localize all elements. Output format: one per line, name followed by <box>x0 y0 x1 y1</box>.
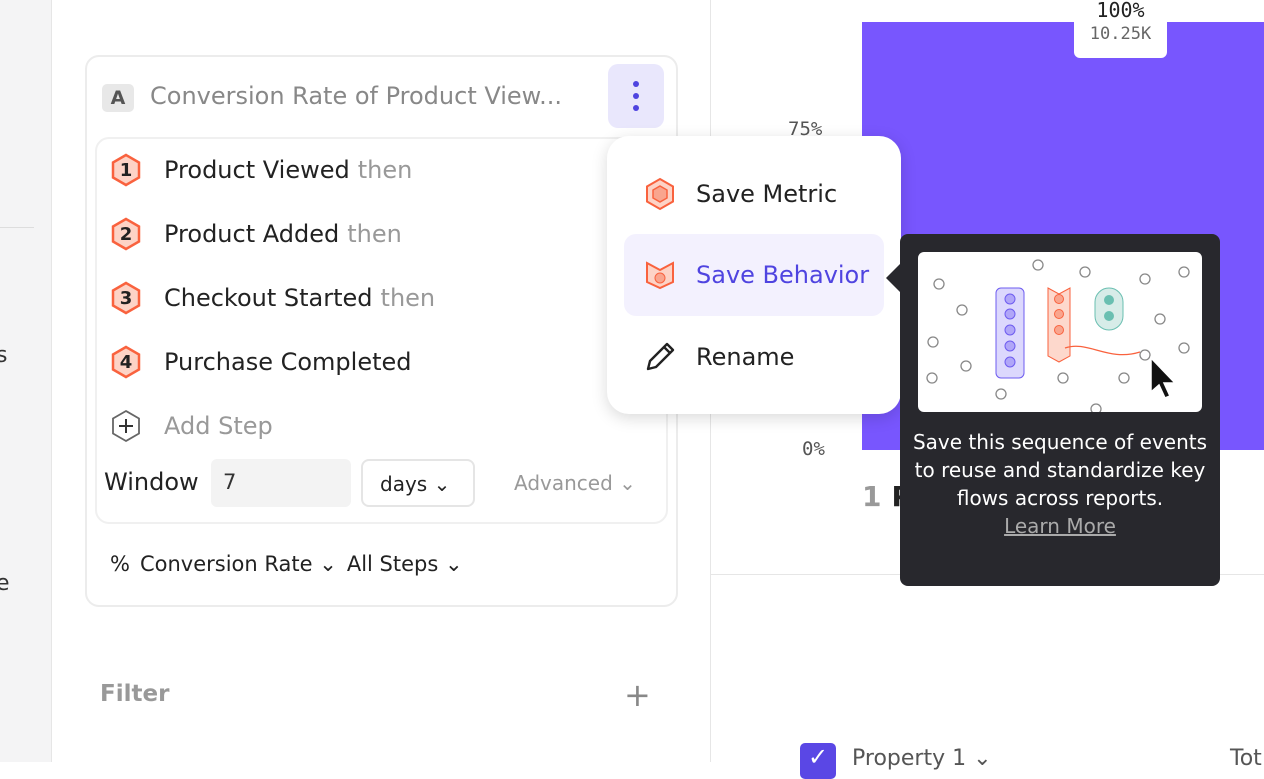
step-item[interactable]: 2 Product Added then <box>110 217 402 251</box>
left-nav: s e <box>0 0 52 762</box>
step-event: Checkout Started <box>164 284 373 312</box>
kebab-icon <box>633 81 639 87</box>
advanced-toggle[interactable]: Advanced ⌄ <box>514 471 636 495</box>
more-options-button[interactable] <box>608 64 664 128</box>
measure-select[interactable]: Conversion Rate ⌄ <box>139 552 337 576</box>
property-column-header[interactable]: Property 1 ⌄ <box>852 746 992 771</box>
y-tick-label: 0% <box>802 438 825 460</box>
nav-item-fragment[interactable]: e <box>0 571 10 596</box>
step-event: Product Viewed <box>164 156 350 184</box>
hexagon-metric-icon <box>640 177 680 211</box>
percent-icon: % <box>110 552 130 576</box>
step-number-badge: 3 <box>110 281 142 315</box>
learn-more-link[interactable]: Learn More <box>1004 514 1116 538</box>
cursor-icon <box>1150 356 1177 399</box>
advanced-label: Advanced <box>514 471 613 495</box>
add-filter-plus-icon[interactable]: + <box>624 676 651 714</box>
bar-data-label: 100% 10.25K <box>1074 0 1167 58</box>
step-event: Purchase Completed <box>164 348 412 376</box>
metric-title[interactable]: Conversion Rate of Product View... <box>150 82 562 110</box>
total-column-header: Tot <box>1230 746 1262 771</box>
chevron-down-icon: ⌄ <box>433 472 451 496</box>
window-unit-select[interactable]: days ⌄ <box>361 459 475 507</box>
measure-row: % Conversion Rate ⌄ All Steps ⌄ <box>110 552 463 576</box>
pencil-icon <box>640 340 680 374</box>
behavior-icon <box>640 260 680 290</box>
menu-item-label: Save Metric <box>696 180 838 208</box>
step-item[interactable]: 3 Checkout Started then <box>110 281 435 315</box>
menu-item-save-metric[interactable]: Save Metric <box>624 153 884 235</box>
window-input[interactable]: 7 <box>211 459 351 507</box>
bar-count-label: 10.25K <box>1089 24 1152 44</box>
metric-card <box>85 55 678 607</box>
tooltip-description: Save this sequence of events to reuse an… <box>912 430 1208 510</box>
menu-item-save-behavior[interactable]: Save Behavior <box>624 234 884 316</box>
step-item[interactable]: 4 Purchase Completed <box>110 345 412 379</box>
window-unit-value: days <box>380 472 428 496</box>
menu-item-label: Rename <box>696 343 795 371</box>
step-number-badge: 4 <box>110 345 142 379</box>
nav-divider <box>0 227 34 228</box>
window-label: Window <box>104 468 199 496</box>
bar-percent-label: 100% <box>1096 0 1145 22</box>
add-step-label: Add Step <box>164 412 273 440</box>
step-event: Product Added <box>164 220 340 248</box>
step-then: then <box>347 220 402 248</box>
series-checkbox[interactable]: ✓ <box>800 743 836 779</box>
y-tick-label: 75% <box>788 118 823 140</box>
behavior-illustration <box>918 252 1202 415</box>
menu-item-rename[interactable]: Rename <box>624 316 884 398</box>
nav-item-fragment[interactable]: s <box>0 343 8 368</box>
tooltip-text: Save this sequence of events to reuse an… <box>910 428 1210 540</box>
metric-letter-badge: A <box>102 84 134 112</box>
add-step-button[interactable]: Add Step <box>110 409 273 443</box>
menu-item-label: Save Behavior <box>696 261 870 289</box>
step-then: then <box>357 156 413 184</box>
step-number-badge: 1 <box>110 153 142 187</box>
options-menu: Save Metric Save Behavior Rename <box>607 136 901 414</box>
filter-heading: Filter <box>100 681 170 707</box>
step-number-badge: 2 <box>110 217 142 251</box>
step-then: then <box>380 284 436 312</box>
chevron-down-icon: ⌄ <box>619 471 636 495</box>
steps-scope-select[interactable]: All Steps ⌄ <box>346 552 463 576</box>
step-item[interactable]: 1 Product Viewed then <box>110 153 412 187</box>
add-hex-icon <box>110 409 142 443</box>
